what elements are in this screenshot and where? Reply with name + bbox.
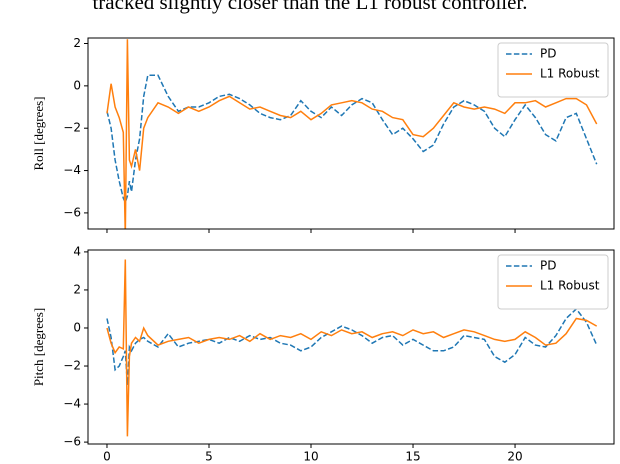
series-line [106, 307, 598, 386]
y-tick-label: 0 [73, 320, 81, 334]
legend-label: PD [540, 47, 556, 61]
axes-frame [87, 249, 615, 445]
legend-label: PD [540, 259, 556, 273]
y-tick-label: 4 [73, 244, 81, 258]
legend-label: L1 Robust [540, 67, 600, 81]
x-tick-label: 0 [103, 450, 111, 464]
y-tick-label: 2 [73, 282, 81, 296]
y-axis-label: Pitch [degrees] [31, 308, 46, 386]
y-tick-label: −6 [63, 435, 81, 449]
x-tick-label: 10 [303, 450, 318, 464]
series-line [106, 74, 598, 205]
series-line [106, 259, 598, 437]
series-line [106, 39, 598, 229]
x-tick-label: 15 [405, 450, 420, 464]
caption: tracked slightly closer than the L1 robu… [92, 0, 527, 14]
y-axis-label: Roll [degrees] [31, 96, 46, 170]
legend-box [497, 42, 609, 98]
axes-frame [87, 37, 615, 230]
y-tick-label: −2 [63, 121, 81, 135]
x-tick-label: 20 [507, 450, 522, 464]
legend-box [497, 254, 609, 310]
legend-label: L1 Robust [540, 279, 600, 293]
y-tick-label: −2 [63, 359, 81, 373]
y-tick-label: −4 [63, 397, 81, 411]
x-tick-label: 5 [205, 450, 213, 464]
y-tick-label: −4 [63, 163, 81, 177]
y-tick-label: −6 [63, 205, 81, 219]
y-tick-label: 2 [73, 36, 81, 50]
y-tick-label: 0 [73, 78, 81, 92]
